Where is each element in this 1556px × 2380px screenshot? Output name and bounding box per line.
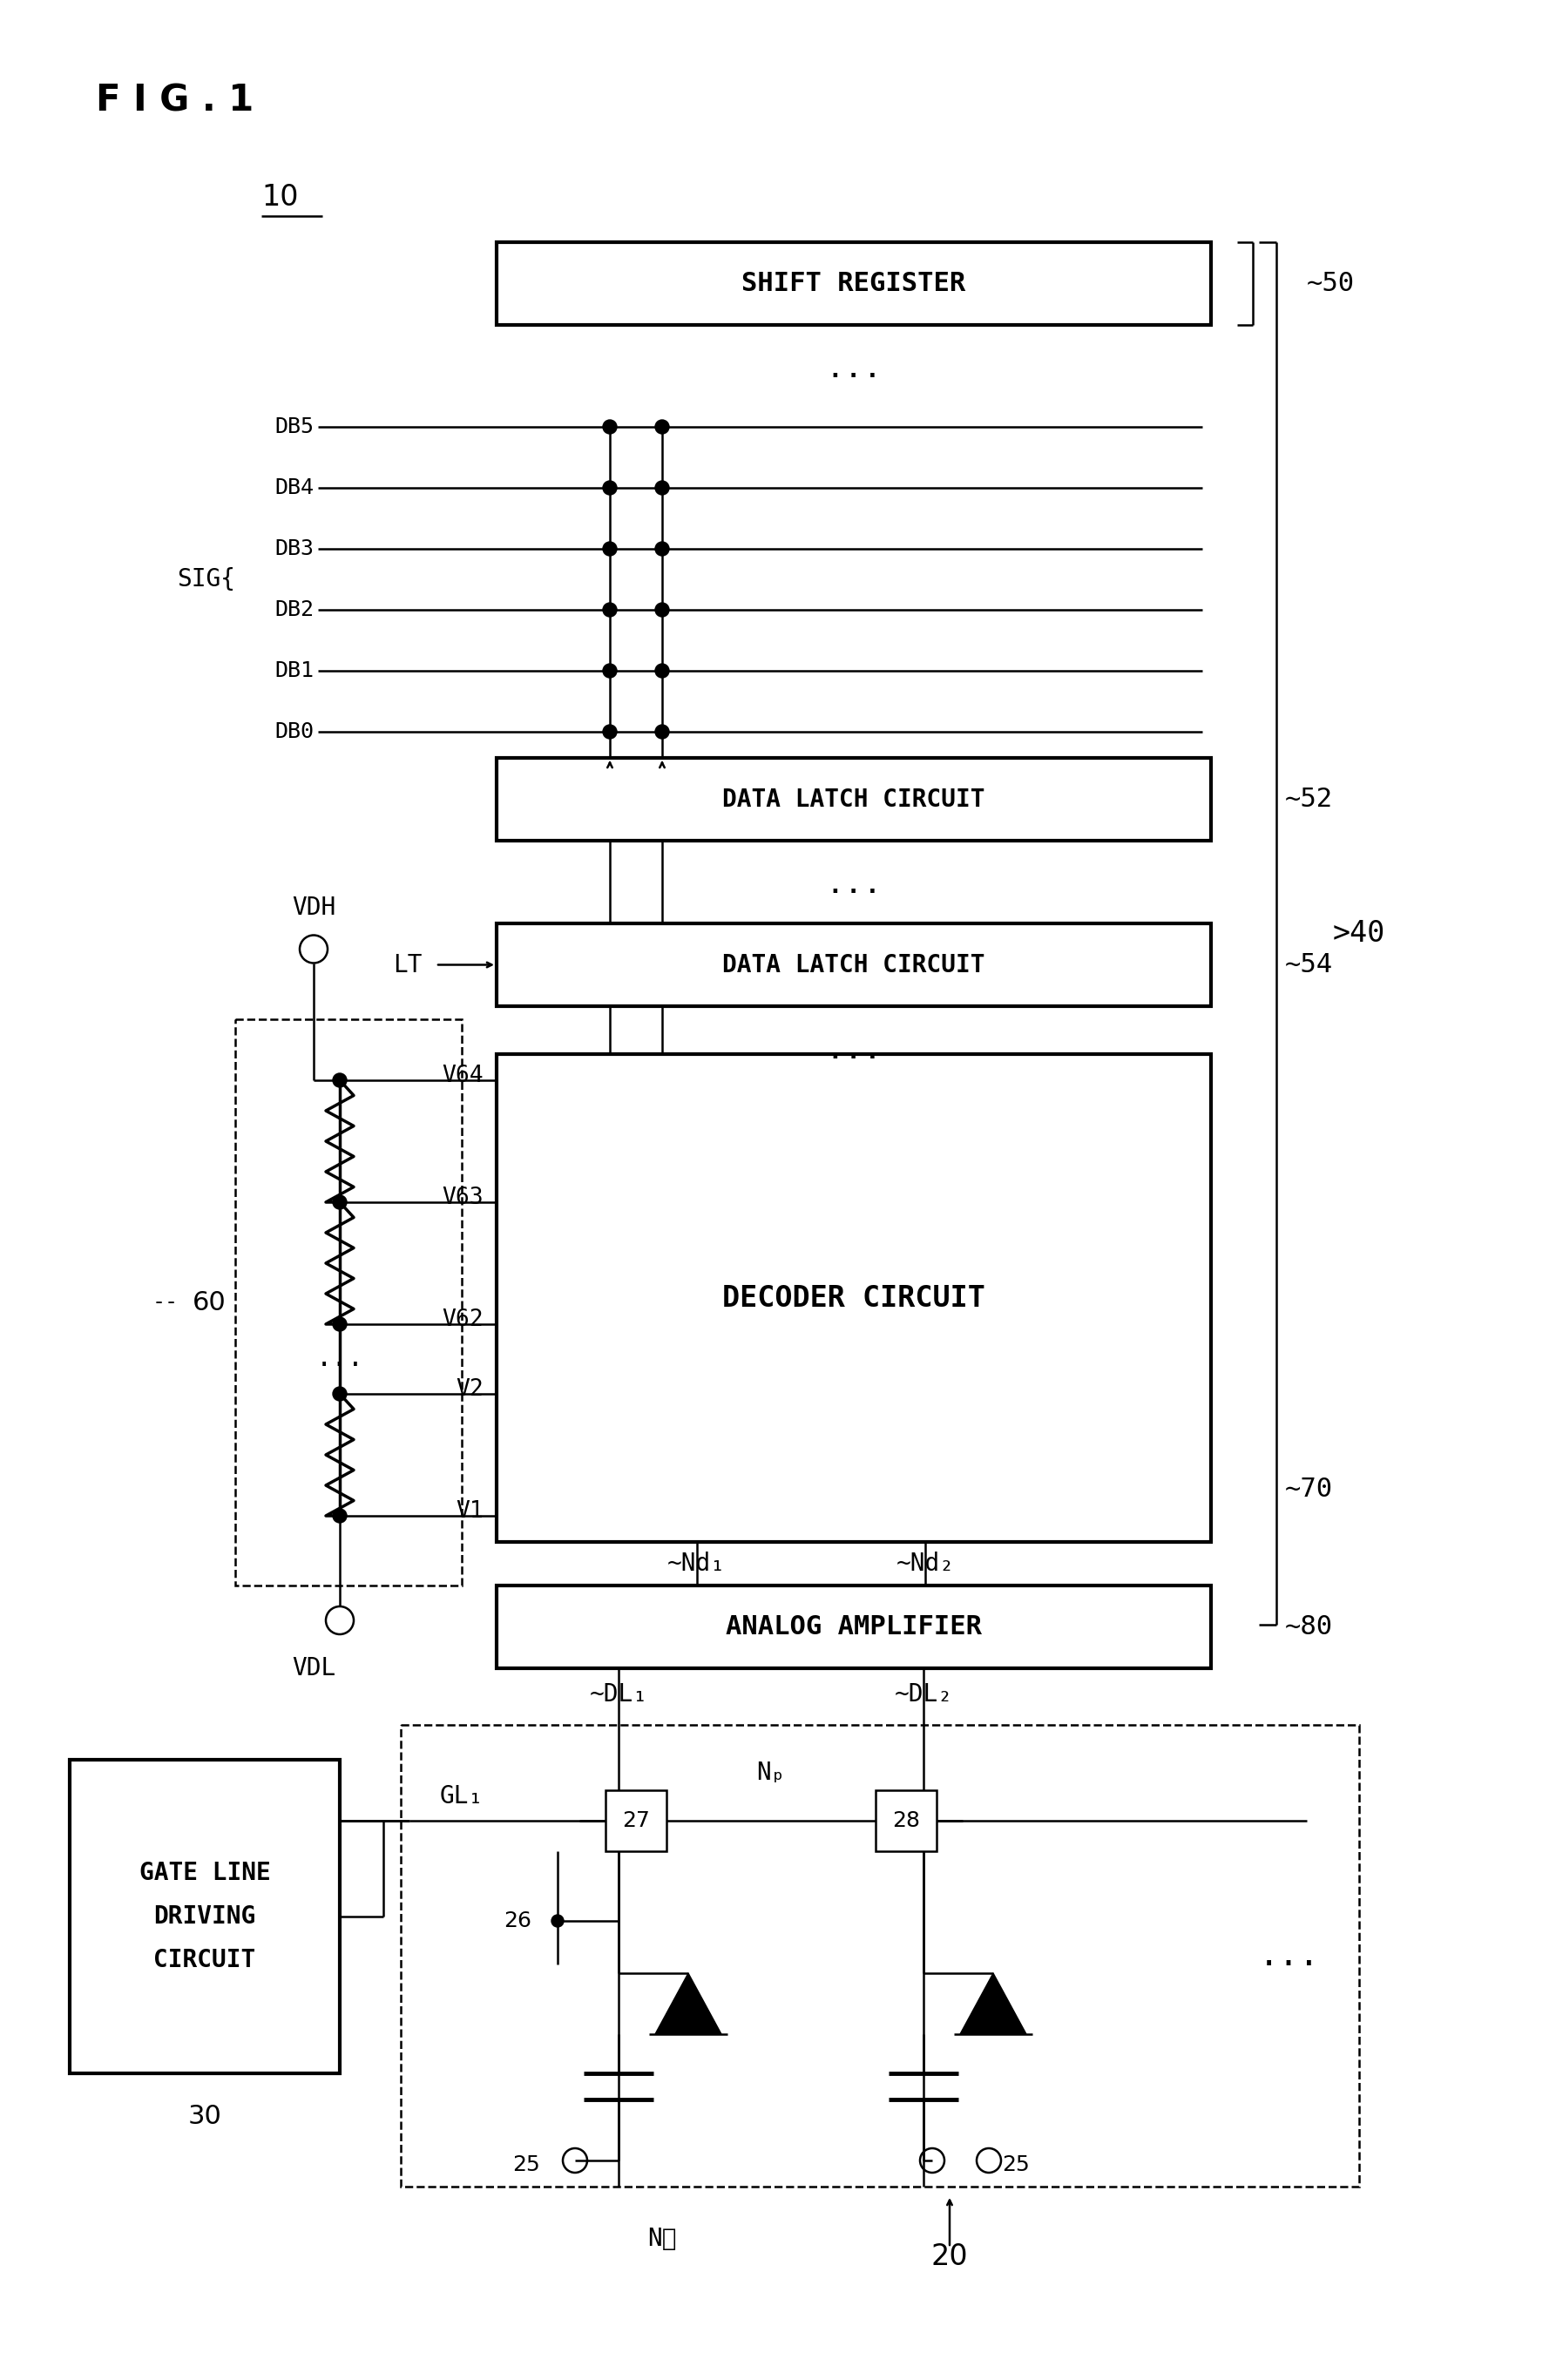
Text: F I G . 1: F I G . 1 (96, 83, 254, 119)
Text: DB4: DB4 (274, 478, 314, 497)
Circle shape (655, 726, 669, 738)
Text: ~54: ~54 (1285, 952, 1333, 978)
Circle shape (602, 726, 616, 738)
Bar (70, 1759, 339, 2073)
Text: 27: 27 (622, 1811, 650, 1830)
Text: CIRCUIT: CIRCUIT (154, 1947, 255, 1973)
Text: VDL: VDL (293, 1656, 336, 1680)
Text: 20: 20 (930, 2242, 968, 2271)
Text: Nᴄ: Nᴄ (647, 2228, 677, 2251)
Bar (496, 923, 1211, 1007)
Text: DB5: DB5 (274, 416, 314, 438)
Circle shape (602, 481, 616, 495)
Text: ~50: ~50 (1307, 271, 1355, 295)
Text: ...: ... (316, 1347, 364, 1371)
Text: 30: 30 (188, 2104, 221, 2130)
Text: Nₚ: Nₚ (756, 1761, 786, 1785)
Bar (876, 1790, 937, 1852)
Text: DB3: DB3 (274, 538, 314, 559)
Text: >40: >40 (1333, 919, 1385, 947)
Text: V62: V62 (442, 1309, 484, 1330)
Circle shape (655, 602, 669, 616)
Circle shape (655, 664, 669, 678)
Text: ~Nd₁: ~Nd₁ (668, 1552, 725, 1576)
Text: 10: 10 (261, 183, 299, 212)
Text: DRIVING: DRIVING (154, 1904, 255, 1928)
Text: V2: V2 (456, 1378, 484, 1402)
Bar (496, 1585, 1211, 1668)
Circle shape (333, 1388, 347, 1402)
Text: ~80: ~80 (1285, 1614, 1333, 1640)
Text: ~52: ~52 (1285, 788, 1333, 812)
Circle shape (655, 481, 669, 495)
Text: ANALOG AMPLIFIER: ANALOG AMPLIFIER (725, 1614, 982, 1640)
Bar (496, 757, 1211, 840)
Circle shape (655, 419, 669, 433)
Circle shape (333, 1316, 347, 1330)
Text: DB2: DB2 (274, 600, 314, 621)
Text: SIG{: SIG{ (177, 566, 235, 593)
Text: GL₁: GL₁ (440, 1785, 484, 1809)
Circle shape (602, 664, 616, 678)
Circle shape (602, 602, 616, 616)
Text: V1: V1 (456, 1499, 484, 1523)
Circle shape (602, 419, 616, 433)
Circle shape (602, 543, 616, 557)
Text: ~70: ~70 (1285, 1478, 1333, 1502)
Bar (496, 1054, 1211, 1542)
Circle shape (333, 1073, 347, 1088)
Circle shape (551, 1916, 563, 1928)
Circle shape (333, 1195, 347, 1209)
Text: DECODER CIRCUIT: DECODER CIRCUIT (722, 1283, 985, 1311)
Text: SHIFT REGISTER: SHIFT REGISTER (742, 271, 966, 295)
Text: 25: 25 (512, 2154, 540, 2175)
Text: 26: 26 (504, 1911, 532, 1930)
Text: --: -- (152, 1292, 179, 1314)
Bar (401, 1726, 1358, 2187)
Text: GATE LINE: GATE LINE (138, 1861, 271, 1885)
Text: ~DL₁: ~DL₁ (590, 1683, 647, 1706)
Text: DB0: DB0 (274, 721, 314, 743)
Bar (605, 1790, 666, 1852)
Text: ...: ... (825, 869, 882, 900)
Text: ...: ... (825, 1035, 882, 1064)
Circle shape (655, 543, 669, 557)
Polygon shape (655, 1973, 722, 2035)
Bar (235, 1019, 462, 1585)
Text: ...: ... (1259, 1940, 1319, 1973)
Text: DATA LATCH CIRCUIT: DATA LATCH CIRCUIT (722, 952, 985, 978)
Text: LT: LT (394, 952, 423, 978)
Text: 28: 28 (892, 1811, 920, 1830)
Text: DATA LATCH CIRCUIT: DATA LATCH CIRCUIT (722, 788, 985, 812)
Text: ~DL₂: ~DL₂ (895, 1683, 952, 1706)
Polygon shape (960, 1973, 1027, 2035)
Text: ~Nd₂: ~Nd₂ (896, 1552, 954, 1576)
Circle shape (333, 1509, 347, 1523)
Bar (496, 243, 1211, 326)
Text: ...: ... (825, 355, 882, 383)
Text: VDH: VDH (293, 895, 336, 921)
Text: V63: V63 (442, 1188, 484, 1209)
Text: DB1: DB1 (274, 659, 314, 681)
Text: V64: V64 (442, 1064, 484, 1088)
Text: 60: 60 (193, 1290, 227, 1316)
Text: 25: 25 (1002, 2154, 1030, 2175)
